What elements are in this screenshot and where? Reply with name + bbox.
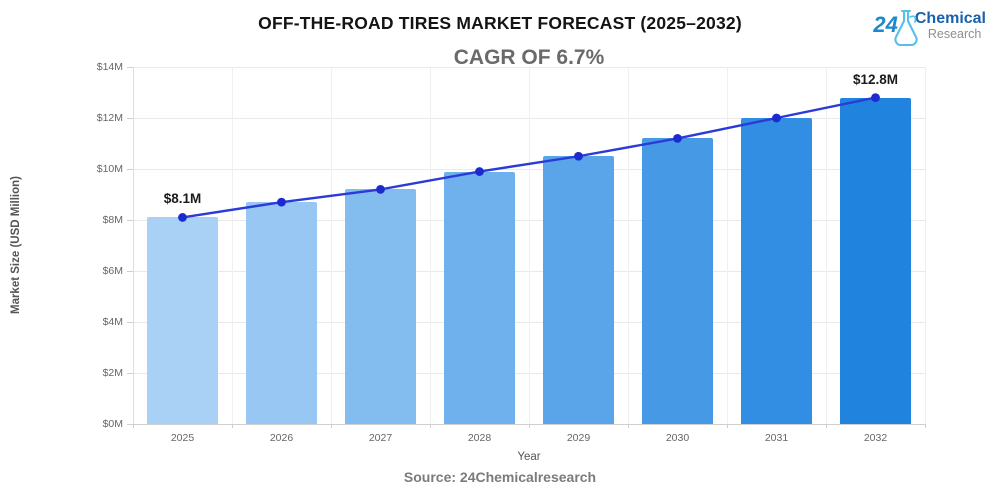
x-tick-label: 2030	[665, 432, 690, 444]
line-point-2030[interactable]	[673, 134, 682, 143]
line-point-2028[interactable]	[475, 167, 484, 176]
trend-line-path	[182, 96, 876, 219]
flask-icon	[894, 9, 918, 46]
logo-research: Research	[927, 26, 982, 41]
x-tick-mark	[232, 424, 233, 428]
bar-2032[interactable]	[839, 97, 912, 424]
y-tick-mark	[127, 169, 133, 170]
trend-line	[178, 93, 880, 222]
gridline-vertical	[727, 67, 728, 424]
data-label-2025: $8.1M	[163, 191, 202, 207]
x-tick-mark	[133, 424, 134, 428]
x-tick-mark	[331, 424, 332, 428]
logo: 24 Chemical Research	[873, 8, 986, 46]
x-tick-mark	[529, 424, 530, 428]
gridline-vertical	[925, 67, 926, 424]
line-point-2029[interactable]	[574, 151, 583, 161]
chart-title: OFF-THE-ROAD TIRES MARKET FORECAST (2025…	[258, 13, 742, 33]
y-tick-mark	[127, 424, 133, 425]
logo-chemical: Chemical	[914, 10, 986, 27]
x-tick-mark	[925, 424, 926, 428]
y-axis-title: Market Size (USD Million)	[10, 175, 22, 315]
gridline-vertical	[331, 67, 332, 424]
bar-2027[interactable]	[344, 189, 417, 424]
bar-2029[interactable]	[542, 156, 615, 424]
bar-2031[interactable]	[740, 118, 813, 424]
gridline-vertical	[826, 67, 827, 424]
bar-2025[interactable]	[146, 217, 219, 424]
bar-2028[interactable]	[443, 171, 516, 424]
logo-24-text: 24	[873, 12, 898, 37]
x-tick-label: 2028	[467, 432, 492, 444]
x-axis-title: Year	[517, 451, 541, 463]
y-tick-label: $6M	[102, 264, 123, 277]
y-tick-mark	[127, 118, 133, 119]
bar-2030[interactable]	[641, 138, 714, 424]
y-tick-mark	[127, 67, 133, 68]
logo-text: Chemical Research	[915, 8, 986, 41]
y-tick-label: $14M	[96, 60, 123, 73]
y-tick-mark	[127, 220, 133, 221]
x-tick-mark	[430, 424, 431, 428]
gridline-vertical	[232, 67, 233, 424]
x-tick-mark	[727, 424, 728, 428]
y-tick-mark	[127, 373, 133, 374]
y-tick-label: $0M	[102, 417, 123, 430]
line-point-2026[interactable]	[277, 197, 286, 207]
gridline-vertical	[628, 67, 629, 424]
x-tick-label: 2031	[764, 432, 789, 444]
y-tick-label: $12M	[96, 111, 123, 124]
x-tick-label: 2025	[170, 432, 195, 444]
gridline-vertical	[529, 67, 530, 424]
data-label-2032: $12.8M	[852, 71, 899, 87]
y-tick-label: $4M	[102, 315, 123, 328]
line-point-2025[interactable]	[178, 213, 187, 222]
x-tick-label: 2027	[368, 432, 393, 444]
y-tick-mark	[127, 271, 133, 272]
line-point-2031[interactable]	[772, 113, 781, 123]
y-tick-mark	[127, 322, 133, 323]
y-tick-label: $2M	[102, 366, 123, 379]
x-axis-line	[133, 424, 925, 425]
line-point-2027[interactable]	[376, 185, 385, 194]
x-tick-mark	[628, 424, 629, 428]
y-tick-label: $8M	[102, 213, 123, 226]
y-axis-line	[133, 67, 134, 424]
x-tick-label: 2032	[863, 432, 888, 444]
x-tick-label: 2026	[269, 432, 294, 444]
gridline-vertical	[430, 67, 431, 424]
x-tick-mark	[826, 424, 827, 428]
line-point-2032[interactable]	[871, 93, 880, 102]
chart-subtitle: CAGR OF 6.7%	[453, 46, 605, 69]
bar-2026[interactable]	[245, 202, 318, 424]
source-note: Source: 24Chemicalresearch	[403, 469, 597, 485]
x-tick-label: 2029	[566, 432, 591, 444]
y-tick-label: $10M	[96, 162, 123, 175]
